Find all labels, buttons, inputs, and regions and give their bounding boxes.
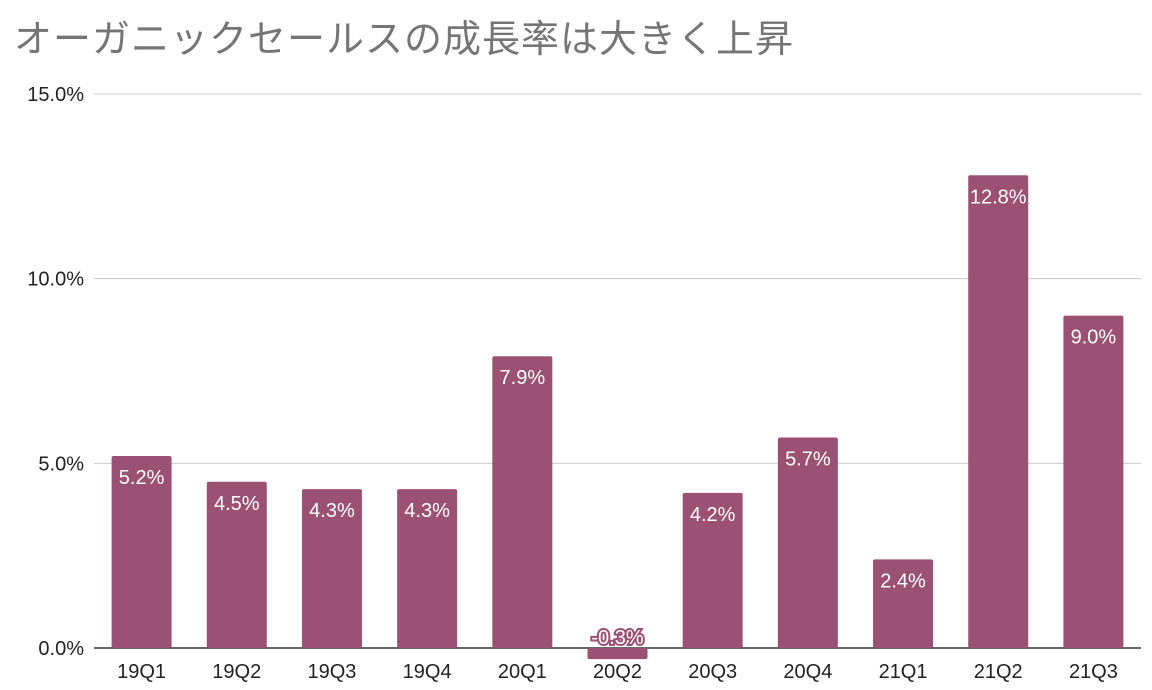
- data-label: 2.4%: [880, 570, 926, 592]
- x-tick-label: 19Q2: [212, 661, 261, 683]
- data-label: 4.3%: [404, 500, 450, 522]
- bar: [682, 492, 743, 648]
- y-tick-label: 15.0%: [27, 84, 84, 106]
- data-label: 7.9%: [500, 367, 546, 389]
- x-tick-label: 19Q3: [307, 661, 356, 683]
- x-tick-label: 20Q3: [688, 661, 737, 683]
- x-tick-label: 20Q4: [783, 661, 832, 683]
- bar: [111, 455, 172, 648]
- data-label: 4.5%: [214, 493, 260, 515]
- data-label: 5.7%: [785, 448, 831, 470]
- y-axis-ticks: 0.0% 5.0% 10.0% 15.0%: [27, 84, 84, 660]
- x-tick-label: 19Q4: [403, 661, 452, 683]
- y-tick-label: 5.0%: [38, 453, 84, 475]
- x-tick-label: 20Q2: [593, 661, 642, 683]
- bar: [397, 489, 458, 648]
- bar: [1063, 315, 1124, 648]
- bar: [968, 175, 1029, 648]
- bar: [587, 648, 648, 660]
- chart-title: オーガニックセールスの成長率は大きく上昇: [14, 17, 795, 61]
- bar: [301, 489, 362, 648]
- x-tick-label: 21Q3: [1069, 661, 1118, 683]
- data-label: 4.2%: [690, 504, 736, 526]
- data-label: 9.0%: [1071, 327, 1117, 349]
- bar: [873, 559, 934, 648]
- data-label: -0.3%: [591, 627, 643, 649]
- bar: [777, 437, 838, 648]
- x-tick-label: 21Q1: [879, 661, 928, 683]
- bar: [206, 481, 267, 648]
- y-tick-label: 10.0%: [27, 269, 84, 291]
- y-tick-label: 0.0%: [38, 638, 84, 660]
- data-label: 4.3%: [309, 500, 355, 522]
- x-tick-label: 21Q2: [974, 661, 1023, 683]
- x-axis-ticks: 19Q1 19Q2 19Q3 19Q4 20Q1 20Q2 20Q3 20Q4 21Q1 21Q2…: [117, 661, 1118, 683]
- data-labels: 5.2% 4.5% 4.3% 4.3% 7.9% -0.3% 4.2% 5.7% 2.4% 12.…: [119, 186, 1117, 651]
- bars: [111, 175, 1124, 660]
- data-label: 5.2%: [119, 467, 165, 489]
- x-tick-label: 20Q1: [498, 661, 547, 683]
- data-label: 12.8%: [970, 186, 1027, 208]
- bar: [492, 356, 553, 648]
- x-tick-label: 19Q1: [117, 661, 166, 683]
